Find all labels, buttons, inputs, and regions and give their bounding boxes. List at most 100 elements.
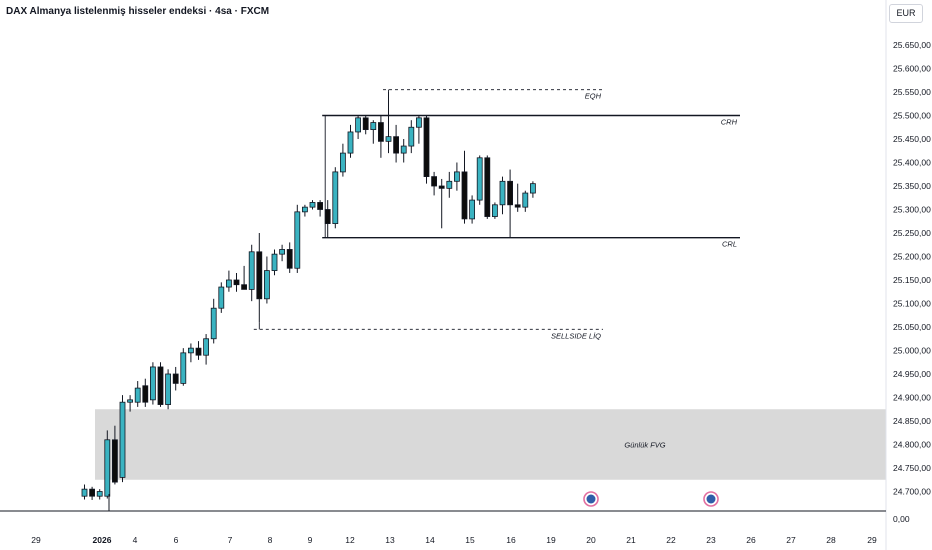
time-axis-label: 29 <box>867 535 877 545</box>
time-axis-label: 20 <box>586 535 596 545</box>
candle <box>187 343 194 363</box>
candle-body <box>256 251 263 300</box>
time-axis-label: 19 <box>546 535 556 545</box>
candle-body <box>332 171 339 224</box>
event-markers-layer <box>583 491 719 507</box>
candle <box>461 150 468 224</box>
candle <box>134 381 141 407</box>
candle-body <box>142 385 149 403</box>
candle <box>446 171 453 198</box>
event-marker-dot <box>706 494 716 504</box>
candle <box>400 139 407 163</box>
price-axis-label: 25.600,00 <box>893 64 931 74</box>
candle <box>438 178 445 229</box>
candle-body <box>127 399 133 403</box>
currency-button[interactable]: EUR <box>889 4 923 23</box>
candle <box>453 162 460 191</box>
candle <box>377 115 384 158</box>
candle-body <box>362 117 369 130</box>
price-axis-label: 25.050,00 <box>893 322 931 332</box>
time-axis-label: 14 <box>425 535 435 545</box>
candle <box>415 115 422 144</box>
candle <box>347 124 354 158</box>
candle-body <box>522 192 529 208</box>
time-axis-label: 13 <box>385 535 395 545</box>
candle <box>431 171 438 196</box>
candle-body <box>96 491 103 497</box>
time-axis-label: 4 <box>133 535 138 545</box>
candle-body <box>89 488 95 497</box>
candle <box>96 489 103 500</box>
candle <box>263 256 270 304</box>
candle-body <box>195 347 202 356</box>
crl-label: CRL <box>722 240 737 249</box>
candle-body <box>233 279 240 286</box>
time-axis-label: 9 <box>308 535 313 545</box>
candle <box>491 202 498 219</box>
candle-body <box>301 206 308 213</box>
candle <box>522 190 529 212</box>
candle-body <box>324 209 331 224</box>
price-axis-label: 25.550,00 <box>893 87 931 97</box>
candle <box>218 282 225 313</box>
candle <box>408 120 415 154</box>
candle <box>286 242 293 273</box>
candle <box>332 167 339 229</box>
candle-body <box>279 249 286 255</box>
candle-body <box>530 183 536 194</box>
candles-layer <box>81 92 536 500</box>
candle-body <box>218 286 225 309</box>
time-axis-label: 6 <box>174 535 179 545</box>
candle-body <box>225 279 232 288</box>
time-axis-label: 26 <box>746 535 756 545</box>
candle <box>256 233 263 323</box>
candle <box>142 378 149 407</box>
price-axis-label: 25.150,00 <box>893 275 931 285</box>
candle <box>530 181 536 198</box>
crh-label: CRH <box>721 118 738 127</box>
candle <box>119 395 126 483</box>
candle-body <box>248 251 255 290</box>
candle <box>423 115 430 184</box>
candle-body <box>461 171 468 220</box>
candle <box>172 366 179 391</box>
price-axis[interactable]: 25.650,00 25.600,00 25.550,00 25.500,00 25.4… <box>893 40 931 497</box>
candle <box>385 92 392 154</box>
price-axis-label: 25.450,00 <box>893 134 931 144</box>
candle <box>370 120 377 144</box>
candle-body <box>484 157 491 217</box>
candle <box>104 430 111 499</box>
candle <box>339 143 346 177</box>
candle <box>203 334 210 365</box>
price-axis-label: 24.800,00 <box>893 440 931 450</box>
time-axis-label: 23 <box>706 535 716 545</box>
candle <box>210 298 217 344</box>
candle <box>248 244 255 302</box>
candle-body <box>339 152 346 173</box>
candle-body <box>172 373 179 384</box>
candle-body <box>469 199 476 220</box>
candle <box>476 155 483 205</box>
price-axis-label: 25.200,00 <box>893 252 931 262</box>
economic-event-marker[interactable] <box>583 491 599 507</box>
candle-body <box>309 202 316 208</box>
economic-event-marker[interactable] <box>703 491 719 507</box>
candle <box>324 200 331 238</box>
candle <box>309 200 316 210</box>
time-axis[interactable]: 29 2026 4 6 7 8 9 12 13 14 15 16 19 20 21 22 23 26 27 28 29 <box>31 494 877 545</box>
candle-body <box>347 131 354 154</box>
time-axis-label: 8 <box>268 535 273 545</box>
event-marker-dot <box>586 494 596 504</box>
candle-body <box>453 171 460 182</box>
candle-body <box>355 117 362 133</box>
candle-body <box>157 366 164 405</box>
price-axis-label: 24.900,00 <box>893 393 931 403</box>
candle <box>165 369 172 410</box>
time-axis-label: 15 <box>465 535 475 545</box>
candle-body <box>317 202 324 210</box>
time-axis-label: 12 <box>345 535 355 545</box>
candle-body <box>241 284 248 290</box>
price-axis-label: 24.700,00 <box>893 487 931 497</box>
candle-body <box>499 180 506 206</box>
